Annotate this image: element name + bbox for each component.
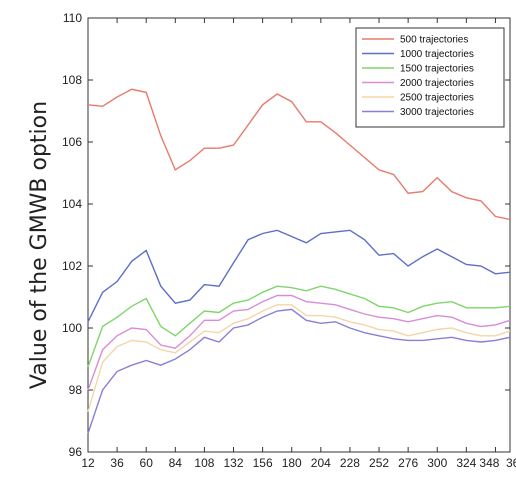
series-line-4 xyxy=(87,294,511,391)
x-tick-label: 156 xyxy=(253,456,273,470)
y-tick-label: 110 xyxy=(63,11,82,25)
x-tick-label: 12 xyxy=(81,456,95,470)
legend-label-5: 2500 trajectories xyxy=(400,93,474,104)
legend-label-6: 3000 trajectories xyxy=(400,107,474,118)
y-axis-label-group: Value of the GMWB option xyxy=(27,101,52,389)
y-tick-label: 98 xyxy=(69,383,83,397)
x-tick-label: 300 xyxy=(427,456,447,470)
x-tick-label: 360 xyxy=(506,456,516,470)
y-tick-label: 100 xyxy=(62,321,82,335)
series-line-5 xyxy=(87,304,511,412)
series-line-3 xyxy=(87,285,511,368)
x-tick-label: 348 xyxy=(479,456,499,470)
x-tick-label: 276 xyxy=(398,456,418,470)
y-tick-label: 104 xyxy=(62,197,82,211)
x-tick-label: 60 xyxy=(140,456,154,470)
y-tick-label: 102 xyxy=(62,259,82,273)
y-axis-label: Value of the GMWB option xyxy=(27,101,52,389)
series-line-6 xyxy=(87,308,511,434)
x-tick-label: 84 xyxy=(169,456,183,470)
legend-label-1: 500 trajectories xyxy=(400,35,468,46)
plot-area-frame xyxy=(87,17,511,453)
x-tick-label: 252 xyxy=(369,456,389,470)
x-tick-label: 132 xyxy=(224,456,244,470)
x-tick-label: 36 xyxy=(110,456,124,470)
x-tick-label: 204 xyxy=(311,456,331,470)
x-axis-ticks: 12 36 60 84 108 132 156 180 204 228 252 276 300 324 34… xyxy=(81,18,516,470)
y-tick-label: 108 xyxy=(62,73,82,87)
y-tick-label: 96 xyxy=(69,445,83,459)
legend-label-3: 1500 trajectories xyxy=(400,64,474,75)
x-tick-label: 228 xyxy=(340,456,360,470)
legend-label-2: 1000 trajectories xyxy=(400,49,474,60)
legend: 500 trajectories 1000 trajectories 1500 tr… xyxy=(355,27,505,128)
y-tick-label: 106 xyxy=(62,135,82,149)
legend-label-4: 2000 trajectories xyxy=(400,78,474,89)
x-tick-label: 108 xyxy=(194,456,214,470)
series-line-2 xyxy=(87,229,511,323)
series-lines xyxy=(87,88,511,434)
series-line-1 xyxy=(87,88,511,221)
y-axis-ticks: 96 98 100 102 104 106 108 110 xyxy=(62,11,510,459)
x-tick-label: 324 xyxy=(456,456,476,470)
x-tick-label: 180 xyxy=(282,456,302,470)
legend-box xyxy=(355,27,505,128)
